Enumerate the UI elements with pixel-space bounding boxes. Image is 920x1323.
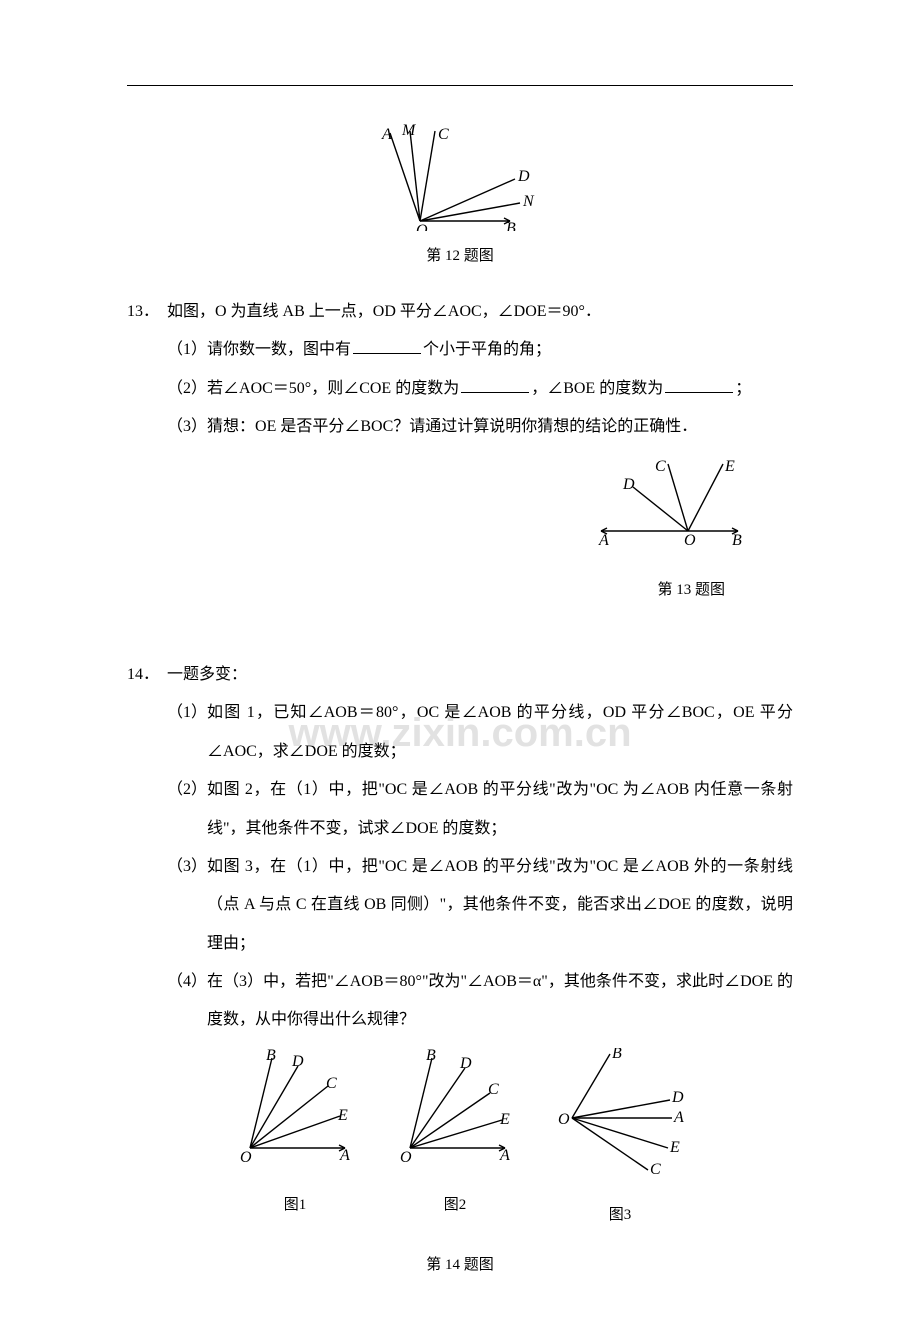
q13-p3-num: （3） <box>167 408 207 446</box>
fig14-caption: 第 14 题图 <box>127 1247 793 1283</box>
fig12-block: AM C DNB O 第 12 题图 <box>127 121 793 265</box>
fig14-panel-1: BD CE A O 图1 <box>230 1048 360 1233</box>
q13-p1-num: （1） <box>167 331 207 369</box>
svg-text:C: C <box>655 459 666 475</box>
svg-text:B: B <box>732 532 742 549</box>
q13-p2-num: （2） <box>167 370 207 408</box>
q13-stem: 如图，O 为直线 AB 上一点，OD 平分∠AOC，∠DOE＝90°． <box>167 293 793 331</box>
svg-text:O: O <box>416 222 428 231</box>
svg-text:D: D <box>517 168 530 185</box>
svg-text:C: C <box>438 126 449 143</box>
fig14-diagram-2: B DCE A O <box>390 1048 520 1168</box>
blank-fill <box>665 392 733 393</box>
fig14-panel-3: B DAEC O 图3 <box>550 1048 690 1233</box>
q13-p3-body: 猜想：OE 是否平分∠BOC？请通过计算说明你猜想的结论的正确性． <box>207 408 793 446</box>
svg-text:A: A <box>499 1147 510 1164</box>
fig14-label-2: 图2 <box>390 1187 520 1223</box>
header-rule <box>127 85 793 86</box>
svg-text:E: E <box>724 459 735 475</box>
svg-text:E: E <box>337 1107 348 1124</box>
svg-text:D: D <box>459 1055 472 1072</box>
svg-text:D: D <box>671 1089 684 1106</box>
fig12-diagram: AM C DNB O <box>380 121 540 231</box>
fig13-diagram: A B O D C E <box>593 459 743 549</box>
svg-text:B: B <box>612 1048 622 1062</box>
q13-p1-body: 请你数一数，图中有 个小于平角的角； <box>207 331 793 369</box>
q14-p2-body: 如图 2，在（1）中，把"OC 是∠AOB 的平分线"改为"OC 为∠AOB 内… <box>207 771 793 848</box>
q13-p1-b: 个小于平角的角； <box>423 341 551 358</box>
fig12-caption: 第 12 题图 <box>127 244 793 265</box>
q13-p2-b: ，∠BOE 的度数为 <box>531 380 663 397</box>
q14-p4-body: 在（3）中，若把"∠AOB＝80°"改为"∠AOB＝α"，其他条件不变，求此时∠… <box>207 963 793 1040</box>
q14-p1-num: （1） <box>167 694 207 771</box>
q14-p3-num: （3） <box>167 848 207 963</box>
svg-text:A: A <box>598 532 609 549</box>
svg-text:M: M <box>401 122 417 139</box>
svg-text:N: N <box>522 193 535 210</box>
fig13-block: A B O D C E 第 13 题图 <box>127 459 793 608</box>
blank-fill <box>353 353 421 354</box>
q13-p1-a: 请你数一数，图中有 <box>207 341 351 358</box>
fig14-panel-2: B DCE A O 图2 <box>390 1048 520 1233</box>
fig14-label-1: 图1 <box>230 1187 360 1223</box>
fig13-caption: 第 13 题图 <box>127 572 743 608</box>
svg-text:C: C <box>650 1161 661 1178</box>
svg-text:D: D <box>291 1053 304 1070</box>
q14-stem: 一题多变： <box>167 656 793 694</box>
fig14-label-3: 图3 <box>550 1197 690 1233</box>
question-14: 14． 一题多变： www.zixin.com.cn （1） 如图 1，已知∠A… <box>127 656 793 1283</box>
svg-text:B: B <box>426 1048 436 1064</box>
q14-p3-body: 如图 3，在（1）中，把"OC 是∠AOB 的平分线"改为"OC 是∠AOB 外… <box>207 848 793 963</box>
q14-p4-num: （4） <box>167 963 207 1040</box>
svg-text:D: D <box>622 476 635 493</box>
svg-text:A: A <box>673 1109 684 1126</box>
svg-text:B: B <box>266 1048 276 1064</box>
q13-p2-a: 若∠AOC＝50°，则∠COE 的度数为 <box>207 380 459 397</box>
q13-number: 13． <box>127 293 167 331</box>
svg-text:C: C <box>326 1075 337 1092</box>
q14-p2-num: （2） <box>167 771 207 848</box>
fig14-diagram-3: B DAEC O <box>550 1048 690 1178</box>
q13-p2-c: ； <box>735 380 751 397</box>
svg-text:A: A <box>339 1147 350 1164</box>
q14-p1-body: 如图 1，已知∠AOB＝80°，OC 是∠AOB 的平分线，OD 平分∠BOC，… <box>207 694 793 771</box>
svg-text:E: E <box>669 1139 680 1156</box>
q13-p2-body: 若∠AOC＝50°，则∠COE 的度数为 ，∠BOE 的度数为 ； <box>207 370 793 408</box>
svg-text:O: O <box>400 1149 412 1166</box>
svg-text:E: E <box>499 1111 510 1128</box>
svg-text:C: C <box>488 1081 499 1098</box>
fig14-row: BDCEAO 图1 BDCEAO 图2 BDAECO 图3 <box>127 1048 793 1233</box>
question-13: 13． 如图，O 为直线 AB 上一点，OD 平分∠AOC，∠DOE＝90°． … <box>127 293 793 608</box>
svg-text:B: B <box>506 220 516 231</box>
q14-number: 14． <box>127 656 167 694</box>
svg-text:A: A <box>381 126 392 143</box>
svg-text:O: O <box>684 532 696 549</box>
blank-fill <box>461 392 529 393</box>
svg-text:O: O <box>558 1111 570 1128</box>
fig14-diagram-1: BD CE A O <box>230 1048 360 1168</box>
watermark-region: www.zixin.com.cn （1） 如图 1，已知∠AOB＝80°，OC … <box>127 694 793 771</box>
svg-text:O: O <box>240 1149 252 1166</box>
